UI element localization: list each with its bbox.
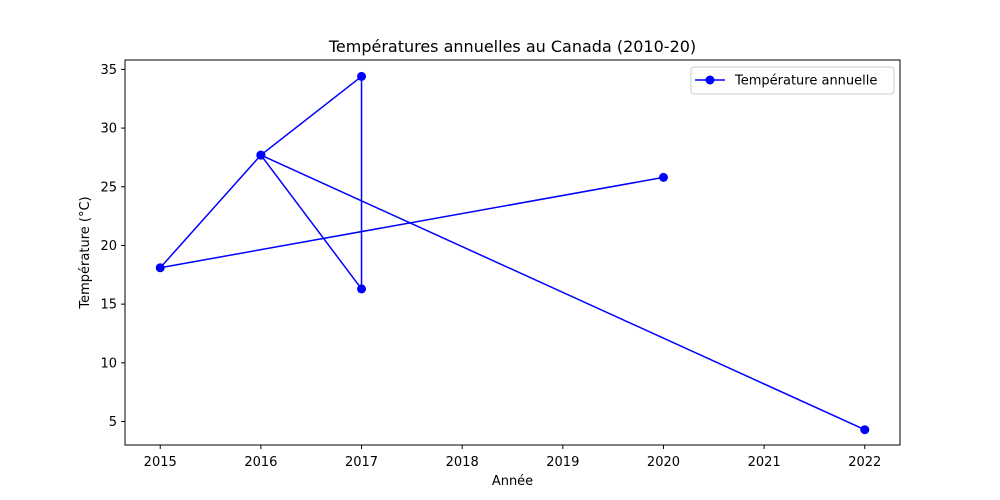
x-tick-label: 2016 xyxy=(244,455,277,470)
legend-label: Température annuelle xyxy=(734,74,877,89)
data-point xyxy=(658,172,668,182)
legend: Température annuelle xyxy=(690,66,895,95)
plot-frame xyxy=(124,59,901,446)
y-tick-label: 5 xyxy=(109,415,117,430)
x-tick-label: 2021 xyxy=(748,455,781,470)
data-point xyxy=(357,71,367,81)
y-axis-ticks: 5 10 15 20 25 30 35 xyxy=(100,63,125,430)
y-tick-label: 15 xyxy=(100,298,117,313)
y-tick-label: 30 xyxy=(100,122,117,137)
x-tick-label: 2017 xyxy=(345,455,378,470)
x-tick-label: 2018 xyxy=(446,455,479,470)
data-point xyxy=(357,284,367,294)
x-axis-ticks: 2015 2016 2017 2018 2019 2020 2021 2022 xyxy=(144,445,881,470)
y-axis-label: Température (°C) xyxy=(78,196,93,309)
y-tick-label: 25 xyxy=(100,180,117,195)
data-point xyxy=(860,425,870,435)
legend-marker-sample xyxy=(705,75,715,85)
x-tick-label: 2015 xyxy=(144,455,177,470)
x-axis-label: Année xyxy=(492,474,533,489)
data-point xyxy=(155,263,165,273)
x-tick-label: 2020 xyxy=(647,455,680,470)
y-tick-label: 35 xyxy=(100,63,117,78)
chart-title: Températures annuelles au Canada (2010-2… xyxy=(328,37,696,56)
data-point xyxy=(256,150,266,160)
series-layer xyxy=(155,71,870,435)
y-tick-label: 10 xyxy=(100,356,117,371)
x-tick-label: 2022 xyxy=(848,455,881,470)
y-tick-label: 20 xyxy=(100,239,117,254)
x-tick-label: 2019 xyxy=(546,455,579,470)
legend-box xyxy=(690,66,895,95)
